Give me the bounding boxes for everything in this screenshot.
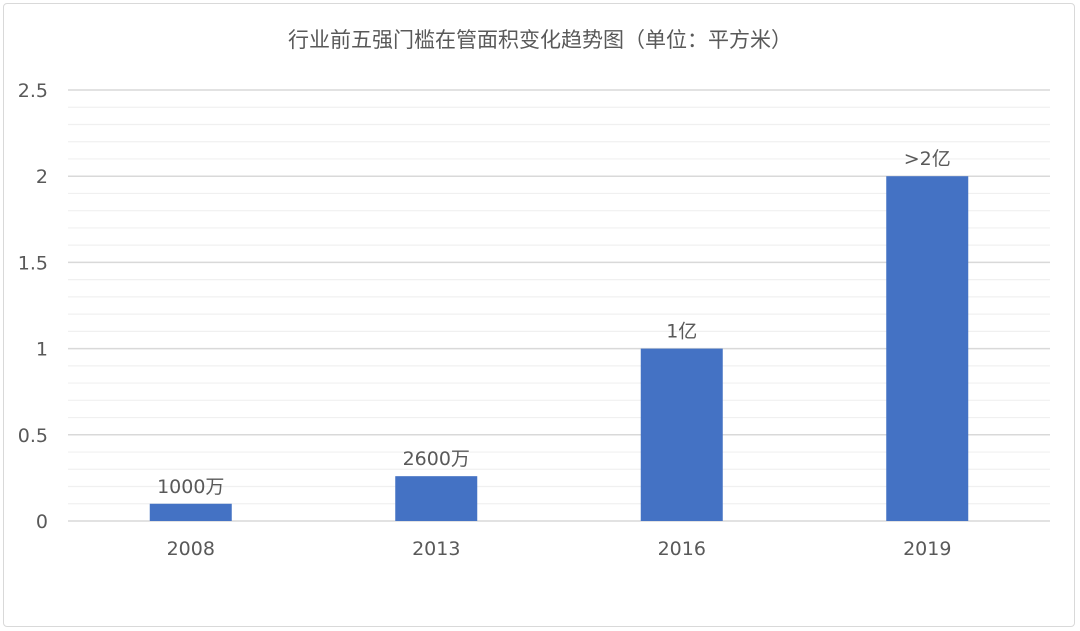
data-label: >2亿	[904, 148, 951, 170]
data-label: 1000万	[157, 476, 224, 498]
bar-2016	[640, 348, 723, 521]
y-tick-label: 1	[36, 339, 48, 361]
x-tick-label: 2013	[412, 538, 460, 560]
data-label: 2600万	[403, 448, 470, 470]
y-tick-label: 0	[36, 511, 48, 533]
y-tick-label: 0.5	[18, 425, 48, 447]
x-tick-label: 2016	[658, 538, 706, 560]
chart-frame	[3, 3, 1075, 627]
bar-2019	[886, 176, 969, 521]
y-tick-label: 1.5	[18, 252, 48, 274]
y-tick-label: 2	[36, 166, 48, 188]
x-tick-label: 2019	[903, 538, 951, 560]
data-label: 1亿	[666, 321, 697, 343]
x-tick-label: 2008	[167, 538, 215, 560]
chart-title: 行业前五强门槛在管面积变化趋势图（单位：平方米）	[288, 28, 792, 52]
y-tick-label: 2.5	[18, 80, 48, 102]
bar-2013	[395, 476, 478, 521]
bar-2008	[149, 503, 232, 521]
